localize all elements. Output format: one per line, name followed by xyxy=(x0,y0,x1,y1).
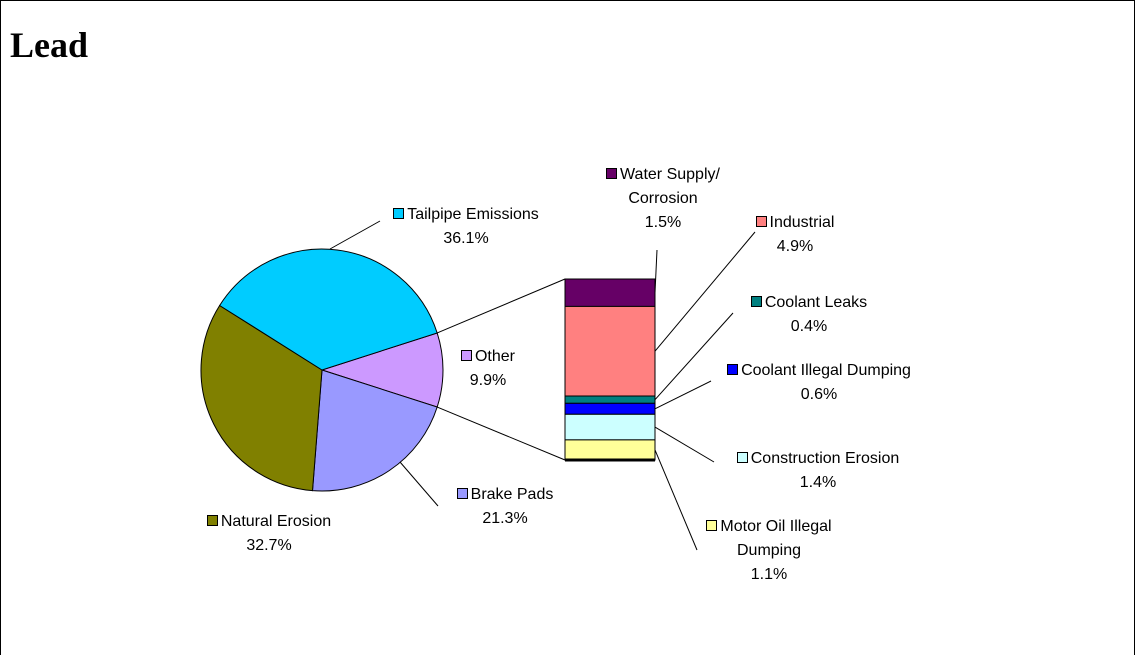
legend-key xyxy=(706,520,718,531)
chart-title: Lead xyxy=(10,25,89,65)
value-label: 1.1% xyxy=(750,566,788,583)
data-label: Coolant Leaks 0.4% xyxy=(734,291,884,339)
pie-slice xyxy=(311,369,438,492)
category-label: Coolant Illegal Dumping xyxy=(741,362,911,379)
legend-key xyxy=(755,216,767,227)
category-label: Tailpipe Emissions xyxy=(407,206,539,223)
value-label: 32.7% xyxy=(246,537,292,554)
data-label: Natural Erosion 32.7% xyxy=(174,510,364,558)
value-label: 0.4% xyxy=(790,318,828,335)
data-label: Construction Erosion 1.4% xyxy=(713,447,923,495)
value-label: 9.9% xyxy=(469,372,507,389)
leader-line xyxy=(654,449,698,551)
category-label: Other xyxy=(474,348,515,365)
value-label: 1.4% xyxy=(799,474,837,491)
bar-segment xyxy=(564,395,656,404)
legend-key xyxy=(206,515,218,526)
leader-line xyxy=(654,426,715,463)
legend-key xyxy=(606,168,618,179)
legend-key xyxy=(750,296,762,307)
legend-key xyxy=(736,452,748,463)
value-label: 0.6% xyxy=(800,386,838,403)
data-label: Water Supply/ Corrosion 1.5% xyxy=(593,163,733,235)
category-label: Industrial xyxy=(769,214,835,231)
data-label: Other 9.9% xyxy=(448,345,528,393)
bar-segment xyxy=(564,439,656,461)
leader-line xyxy=(654,249,658,293)
bar-segment xyxy=(564,278,656,307)
connector-line xyxy=(437,406,566,461)
connector-line xyxy=(437,278,566,334)
bar-segment xyxy=(564,402,656,415)
data-label: Coolant Illegal Dumping 0.6% xyxy=(704,359,934,407)
data-label: Industrial 4.9% xyxy=(745,211,845,259)
category-label: Motor Oil Illegal Dumping xyxy=(720,518,832,559)
category-label: Brake Pads xyxy=(470,486,554,503)
leader-line xyxy=(399,461,439,507)
data-label: Tailpipe Emissions 36.1% xyxy=(376,203,556,251)
bar-segment xyxy=(564,305,656,397)
value-label: 4.9% xyxy=(776,238,814,255)
pie-slice xyxy=(218,248,438,371)
value-label: 21.3% xyxy=(482,510,528,527)
data-label: Brake Pads 21.3% xyxy=(440,483,570,531)
category-label: Natural Erosion xyxy=(220,513,332,530)
pie-slice xyxy=(320,332,444,408)
legend-key xyxy=(460,350,472,361)
category-label: Coolant Leaks xyxy=(764,294,868,311)
value-label: 36.1% xyxy=(443,230,489,247)
category-label: Construction Erosion xyxy=(750,450,900,467)
leader-line xyxy=(654,312,734,401)
pie-slice xyxy=(200,304,323,492)
legend-key xyxy=(456,488,468,499)
value-label: 1.5% xyxy=(644,214,682,231)
leader-line xyxy=(329,220,381,250)
leader-line xyxy=(654,231,756,352)
legend-key xyxy=(393,208,405,219)
category-label: Water Supply/ Corrosion xyxy=(620,166,720,207)
bar-segment xyxy=(564,413,656,441)
legend-key xyxy=(727,364,739,375)
data-label: Motor Oil Illegal Dumping 1.1% xyxy=(694,515,844,587)
leader-line xyxy=(654,380,712,410)
